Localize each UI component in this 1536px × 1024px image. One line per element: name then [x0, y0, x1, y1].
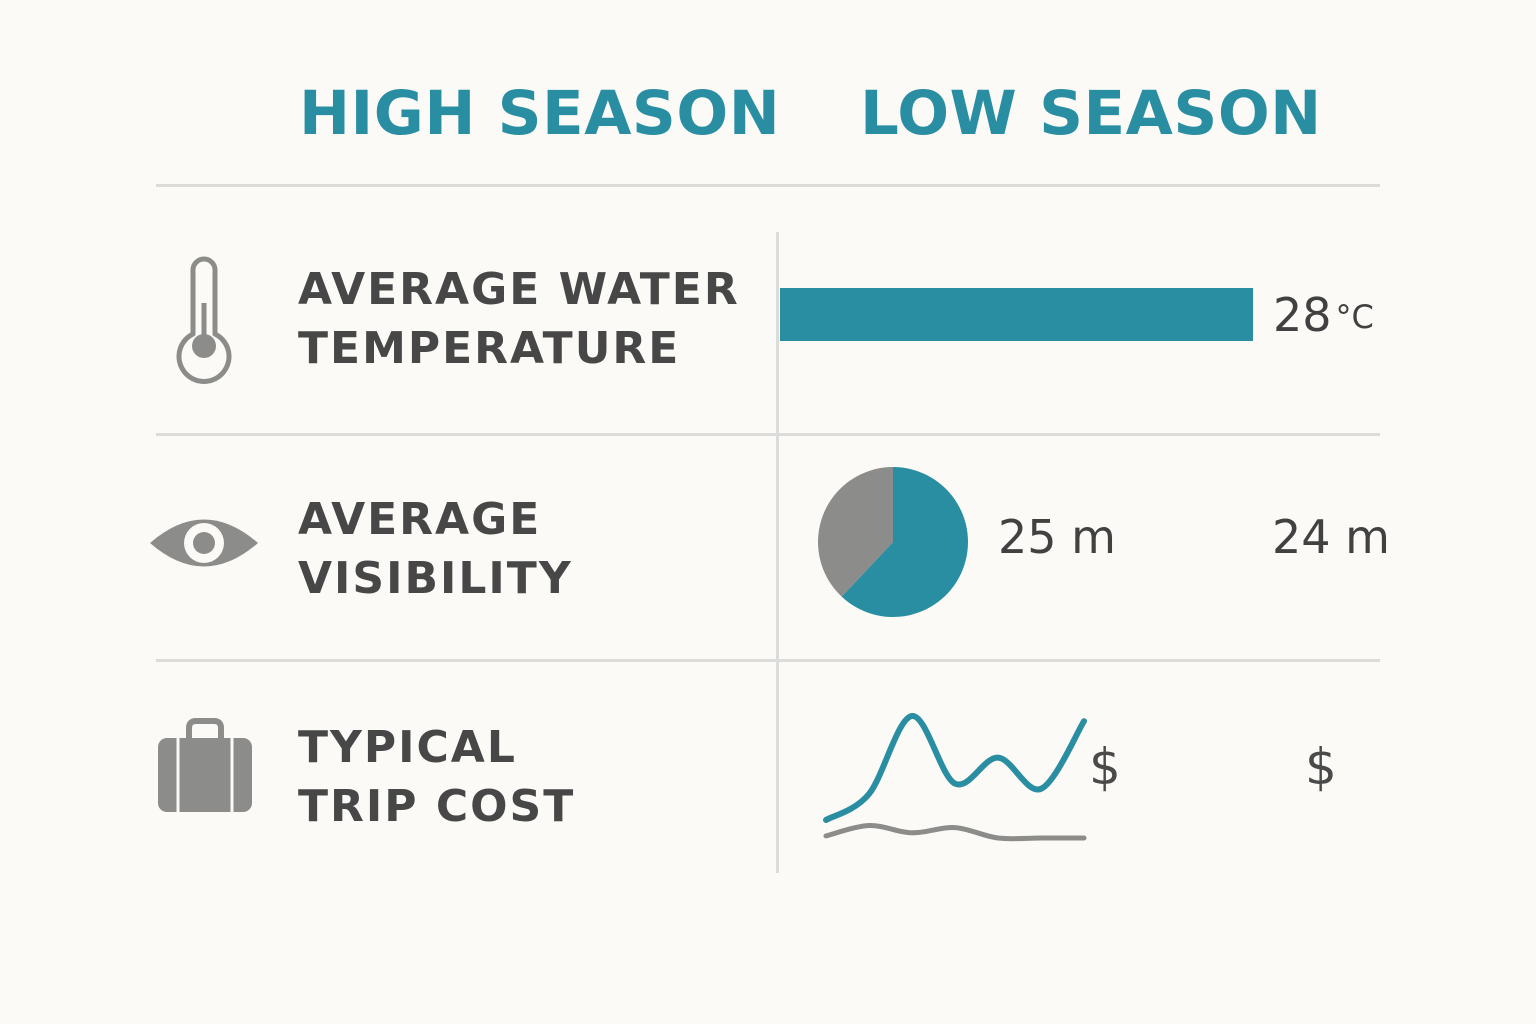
- row-label-line: AVERAGE WATER: [298, 264, 740, 315]
- column-divider: [776, 232, 779, 873]
- low-visibility-value: 24 m: [1272, 510, 1390, 564]
- low-cost-symbol: $: [1305, 738, 1337, 796]
- visibility-pie-chart: [818, 467, 968, 617]
- row-label-trip-cost: TYPICAL TRIP COST: [298, 718, 575, 836]
- row-label-water-temperature: AVERAGE WATER TEMPERATURE: [298, 260, 740, 378]
- high-season-cost-line: [823, 713, 1087, 823]
- low-season-header: LOW SEASON: [860, 78, 1322, 149]
- temperature-number: 28: [1273, 288, 1332, 342]
- row-label-visibility: AVERAGE VISIBILITY: [298, 490, 573, 608]
- row-label-line: AVERAGE: [298, 494, 542, 545]
- row-divider-1: [156, 433, 1380, 436]
- row-divider-2: [156, 659, 1380, 662]
- header-divider: [156, 184, 1380, 187]
- thermometer-icon: [176, 256, 232, 384]
- suitcase-icon: [158, 718, 252, 812]
- pie-slice: [818, 467, 893, 597]
- pie-slice: [841, 467, 968, 617]
- row-label-line: TEMPERATURE: [298, 323, 681, 374]
- row-label-line: TRIP COST: [298, 781, 576, 832]
- row-label-line: TYPICAL: [298, 722, 517, 773]
- temperature-value: 28 °C: [1273, 288, 1374, 342]
- high-cost-symbol: $: [1089, 738, 1121, 796]
- temperature-bar: [780, 288, 1253, 341]
- trip-cost-line-chart: [823, 713, 1087, 842]
- temperature-unit: °C: [1335, 298, 1374, 336]
- high-visibility-value: 25 m: [998, 510, 1116, 564]
- low-season-cost-line: [823, 823, 1087, 842]
- row-label-line: VISIBILITY: [298, 553, 573, 604]
- eye-icon: [150, 519, 258, 567]
- high-season-header: HIGH SEASON: [299, 78, 781, 149]
